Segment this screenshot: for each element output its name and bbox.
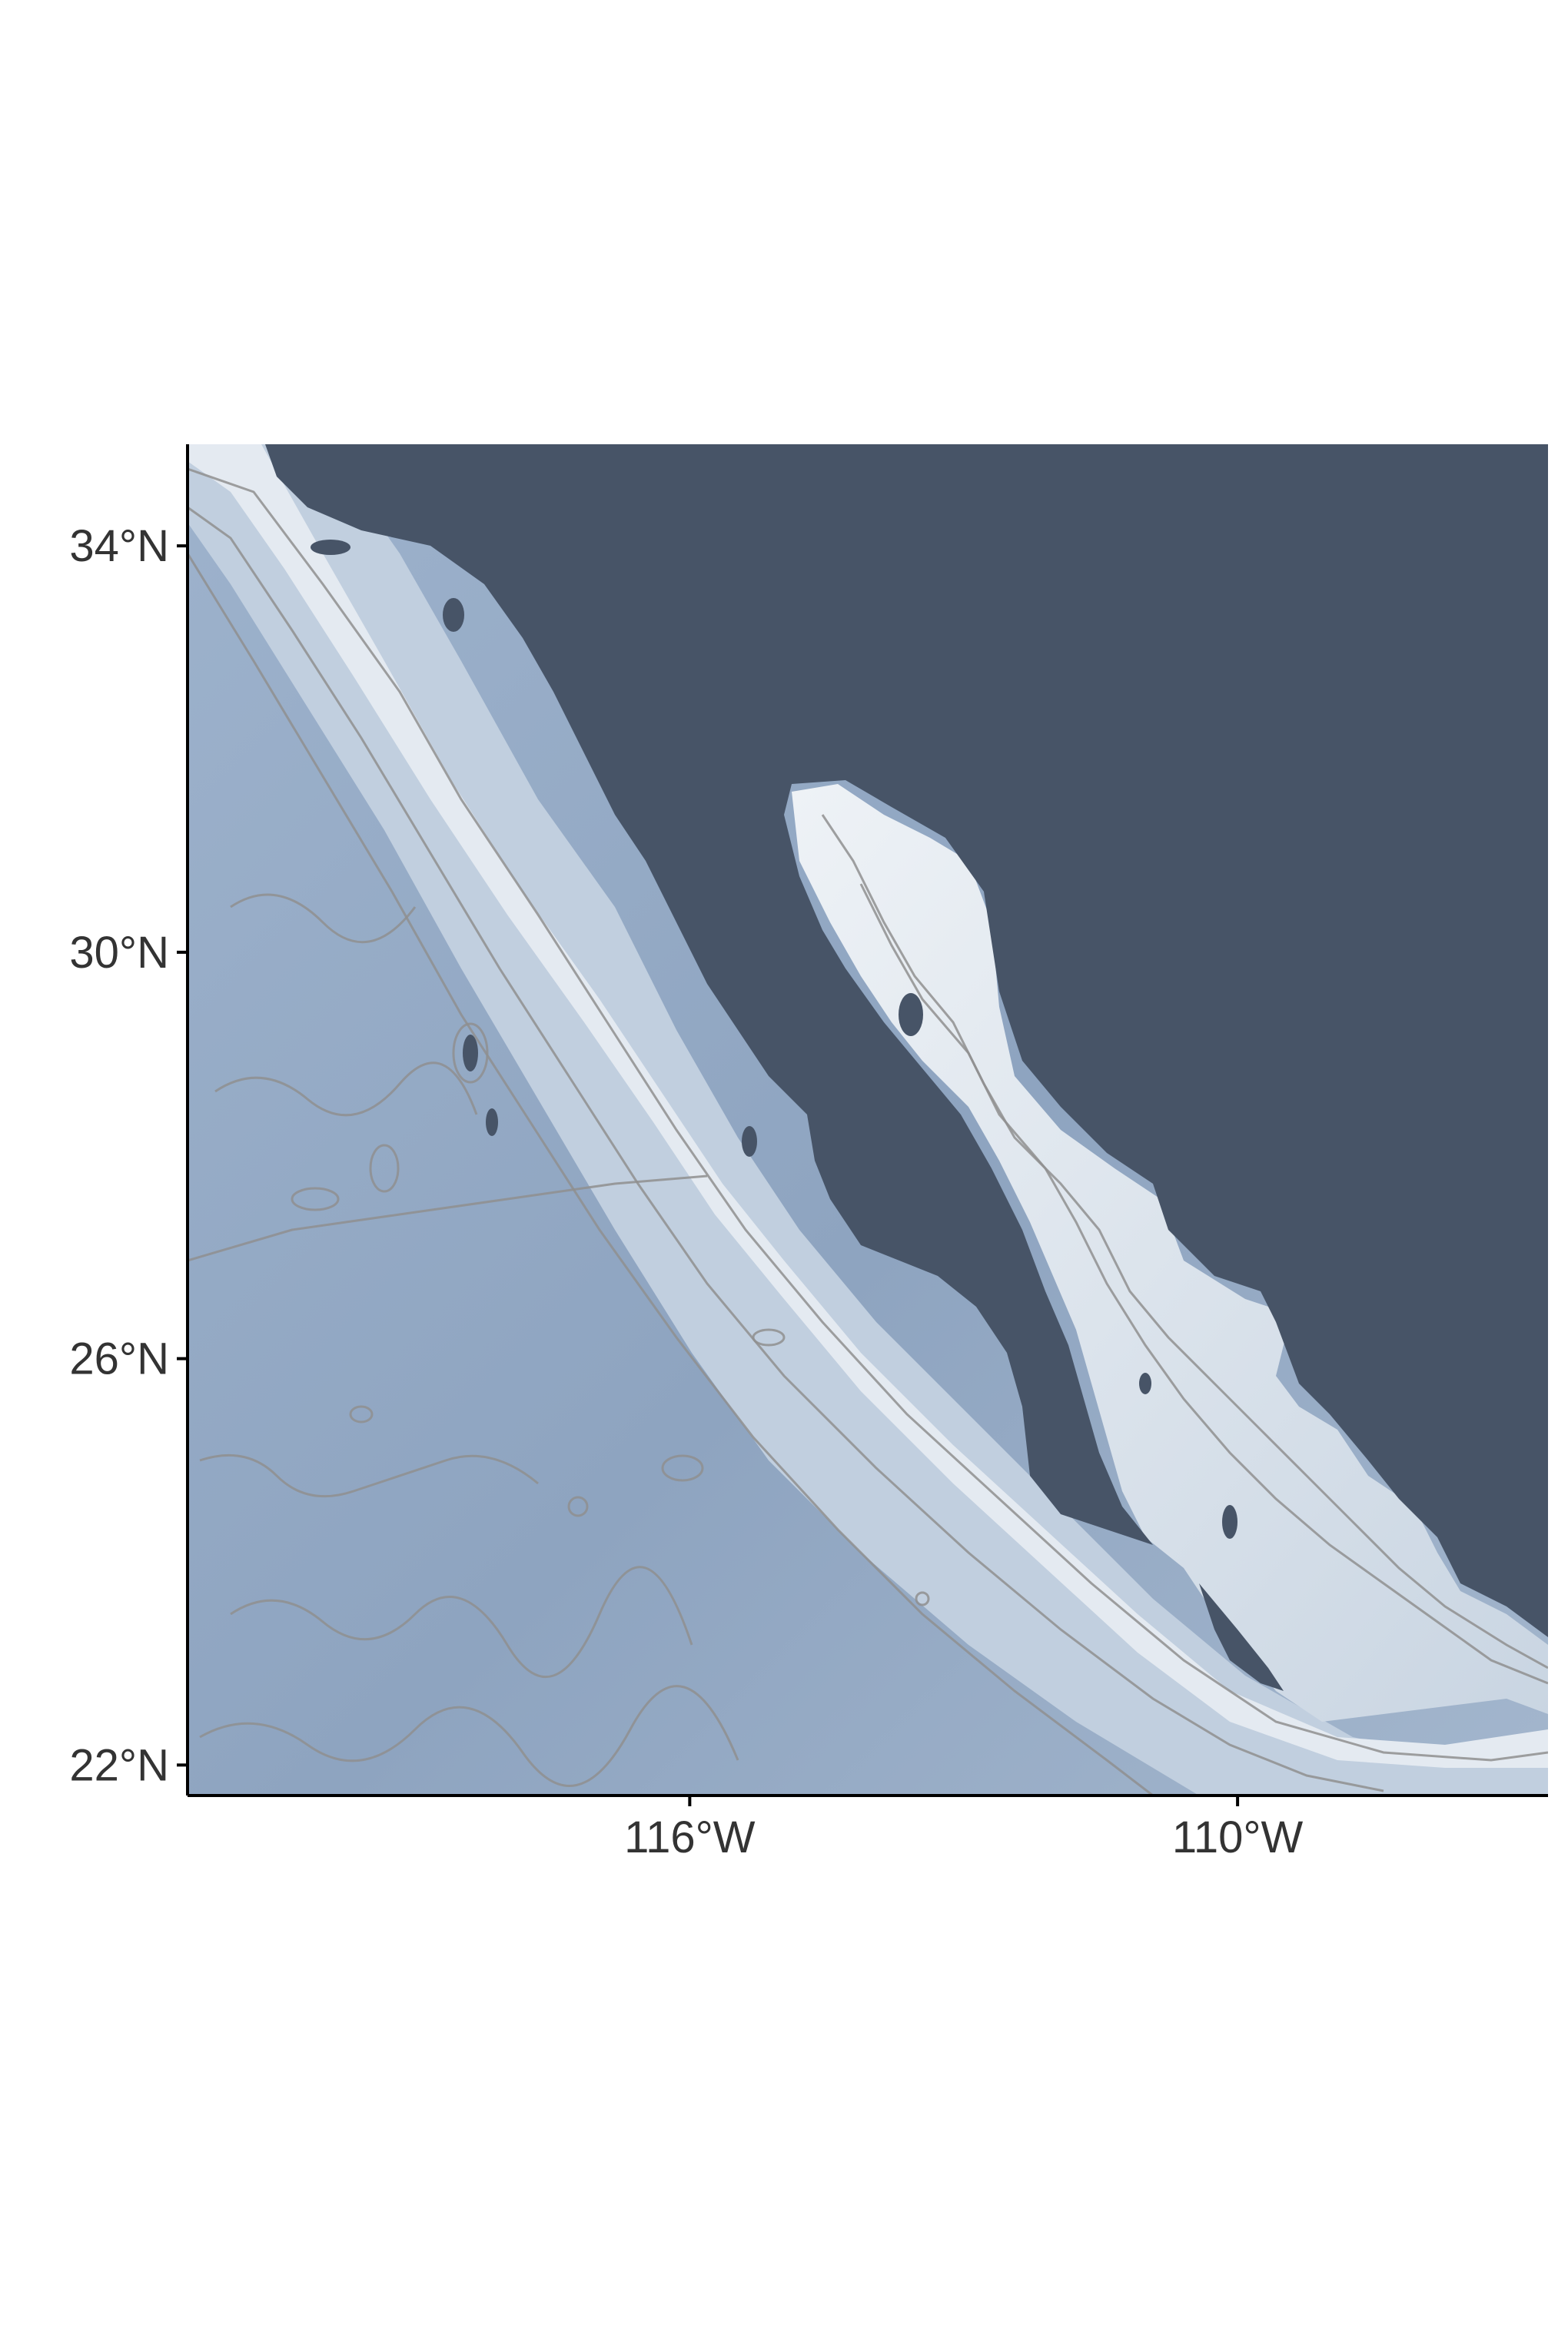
x-tick-label: 110°W <box>1172 1812 1304 1862</box>
land-mainland <box>265 444 1548 1691</box>
y-tick-label: 22°N <box>69 1740 169 1790</box>
x-tick-label: 116°W <box>624 1812 756 1862</box>
gulf-of-california <box>792 784 1548 1722</box>
x-ticks: 116°W 110°W <box>624 1796 1304 1862</box>
y-tick-label: 26°N <box>69 1334 169 1384</box>
shelf-band <box>188 444 1548 1768</box>
y-tick-label: 30°N <box>69 928 169 978</box>
y-tick-label: 34°N <box>69 521 169 571</box>
y-ticks: 34°N 30°N 26°N 22°N <box>69 521 188 1790</box>
axes <box>186 444 1548 1797</box>
map-panel <box>188 444 1548 1796</box>
bathymetry-contours <box>188 467 1548 1796</box>
slope-band <box>188 444 1548 1796</box>
islands <box>311 540 1237 1539</box>
